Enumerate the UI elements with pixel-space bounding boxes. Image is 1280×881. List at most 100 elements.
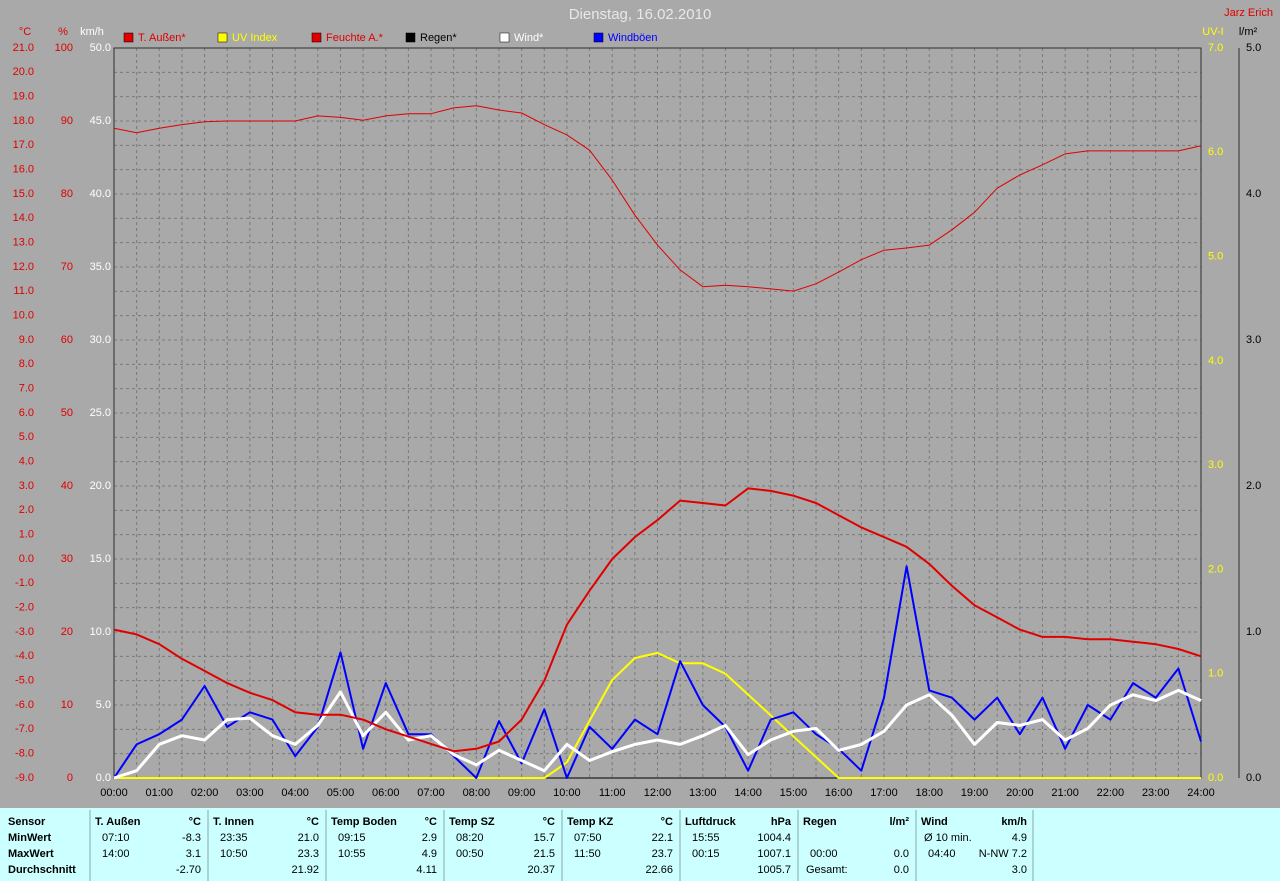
cell-value: 4.11 xyxy=(416,864,437,876)
y-tick-label: -9.0 xyxy=(15,772,34,784)
cell-time: 00:00 xyxy=(810,848,838,860)
x-tick-label: 13:00 xyxy=(689,787,717,799)
y-tick-label: -4.0 xyxy=(15,650,34,662)
cell-value: 23.3 xyxy=(298,848,319,860)
y-tick-label: 7.0 xyxy=(1208,42,1223,54)
y-tick-label: 2.0 xyxy=(19,504,34,516)
cell-value: 0.0 xyxy=(894,848,909,860)
y-tick-label: 100 xyxy=(55,42,73,54)
x-tick-label: 05:00 xyxy=(327,787,355,799)
cell-value: 1007.1 xyxy=(757,848,791,860)
y-tick-label: -2.0 xyxy=(15,602,34,614)
cell-time: 07:10 xyxy=(102,832,130,844)
y-tick-label: 2.0 xyxy=(1246,480,1261,492)
legend-swatch xyxy=(499,32,510,43)
x-tick-label: 08:00 xyxy=(463,787,491,799)
axis-unit: l/m² xyxy=(1239,26,1258,38)
cell-value: 1004.4 xyxy=(757,832,791,844)
group-name: Temp Boden xyxy=(331,816,397,828)
group-unit: hPa xyxy=(771,816,792,828)
cell-time: 04:40 xyxy=(928,848,956,860)
legend-swatch xyxy=(123,32,134,43)
y-tick-label: 80 xyxy=(61,188,73,200)
legend-swatch xyxy=(311,32,322,43)
group-unit: °C xyxy=(189,816,201,828)
x-tick-label: 11:00 xyxy=(599,787,626,799)
y-tick-label: 4.0 xyxy=(1246,188,1261,200)
cell-value: 21.92 xyxy=(291,864,319,876)
y-tick-label: 50 xyxy=(61,407,73,419)
cell-value: 22.66 xyxy=(645,864,673,876)
background xyxy=(0,0,1280,808)
y-tick-label: 13.0 xyxy=(13,237,34,249)
y-tick-label: 0.0 xyxy=(1246,772,1261,784)
legend-label: Windböen xyxy=(608,32,658,44)
cell-time: 15:55 xyxy=(692,832,720,844)
y-tick-label: 16.0 xyxy=(13,164,34,176)
group-unit: °C xyxy=(425,816,437,828)
y-tick-label: 4.0 xyxy=(19,456,34,468)
x-tick-label: 14:00 xyxy=(734,787,762,799)
cell-value: 21.5 xyxy=(534,848,555,860)
cell-value: -2.70 xyxy=(176,864,201,876)
group-unit: °C xyxy=(307,816,319,828)
group-name: Luftdruck xyxy=(685,816,737,828)
axis-unit: % xyxy=(58,26,68,38)
cell-time: 00:15 xyxy=(692,848,720,860)
row-label: MaxWert xyxy=(8,848,54,860)
cell-time: 09:15 xyxy=(338,832,366,844)
y-tick-label: 60 xyxy=(61,334,73,346)
cell-time: 23:35 xyxy=(220,832,248,844)
y-tick-label: 17.0 xyxy=(13,139,34,151)
x-tick-label: 07:00 xyxy=(417,787,445,799)
axis-unit: UV-I xyxy=(1202,26,1223,38)
group-unit: °C xyxy=(661,816,673,828)
y-tick-label: 40.0 xyxy=(90,188,111,200)
y-tick-label: 6.0 xyxy=(19,407,34,419)
cell-value: 0.0 xyxy=(894,864,909,876)
series-line xyxy=(113,105,1202,292)
cell-time: Ø 10 min. xyxy=(924,832,972,844)
group-name: Wind xyxy=(921,816,948,828)
y-tick-label: 10.0 xyxy=(90,626,111,638)
y-tick-label: 12.0 xyxy=(13,261,34,273)
cell-value: 4.9 xyxy=(422,848,437,860)
legend-label: UV Index xyxy=(232,32,278,44)
legend-label: Regen* xyxy=(420,32,457,44)
x-tick-label: 09:00 xyxy=(508,787,536,799)
group-unit: l/m² xyxy=(889,816,909,828)
y-tick-label: 10.0 xyxy=(13,310,34,322)
series-line xyxy=(113,487,1202,753)
y-tick-label: 0 xyxy=(67,772,73,784)
y-tick-label: 18.0 xyxy=(13,115,34,127)
x-tick-label: 00:00 xyxy=(100,787,128,799)
y-tick-label: 3.0 xyxy=(19,480,34,492)
series-line xyxy=(114,651,1201,779)
x-tick-label: 24:00 xyxy=(1187,787,1215,799)
group-name: T. Innen xyxy=(213,816,254,828)
y-tick-label: 5.0 xyxy=(96,699,111,711)
cell-time: 07:50 xyxy=(574,832,602,844)
y-tick-label: -3.0 xyxy=(15,626,34,638)
x-tick-label: 15:00 xyxy=(780,787,808,799)
x-tick-label: 20:00 xyxy=(1006,787,1034,799)
cell-time: Gesamt: xyxy=(806,864,848,876)
axis-unit: km/h xyxy=(80,26,104,38)
y-tick-label: 6.0 xyxy=(1208,146,1223,158)
series-line xyxy=(113,565,1202,779)
x-tick-label: 06:00 xyxy=(372,787,400,799)
x-tick-label: 22:00 xyxy=(1097,787,1125,799)
x-tick-label: 18:00 xyxy=(915,787,943,799)
x-tick-label: 03:00 xyxy=(236,787,264,799)
y-tick-label: 70 xyxy=(61,261,73,273)
y-tick-label: 3.0 xyxy=(1208,459,1223,471)
cell-time: 00:50 xyxy=(456,848,484,860)
row-label: MinWert xyxy=(8,832,52,844)
cell-time: 08:20 xyxy=(456,832,484,844)
cell-value: N-NW 7.2 xyxy=(979,848,1027,860)
cell-value: 20.37 xyxy=(527,864,555,876)
y-tick-label: -6.0 xyxy=(15,699,34,711)
y-tick-label: 35.0 xyxy=(90,261,111,273)
cell-time: 14:00 xyxy=(102,848,130,860)
group-unit: km/h xyxy=(1001,816,1027,828)
